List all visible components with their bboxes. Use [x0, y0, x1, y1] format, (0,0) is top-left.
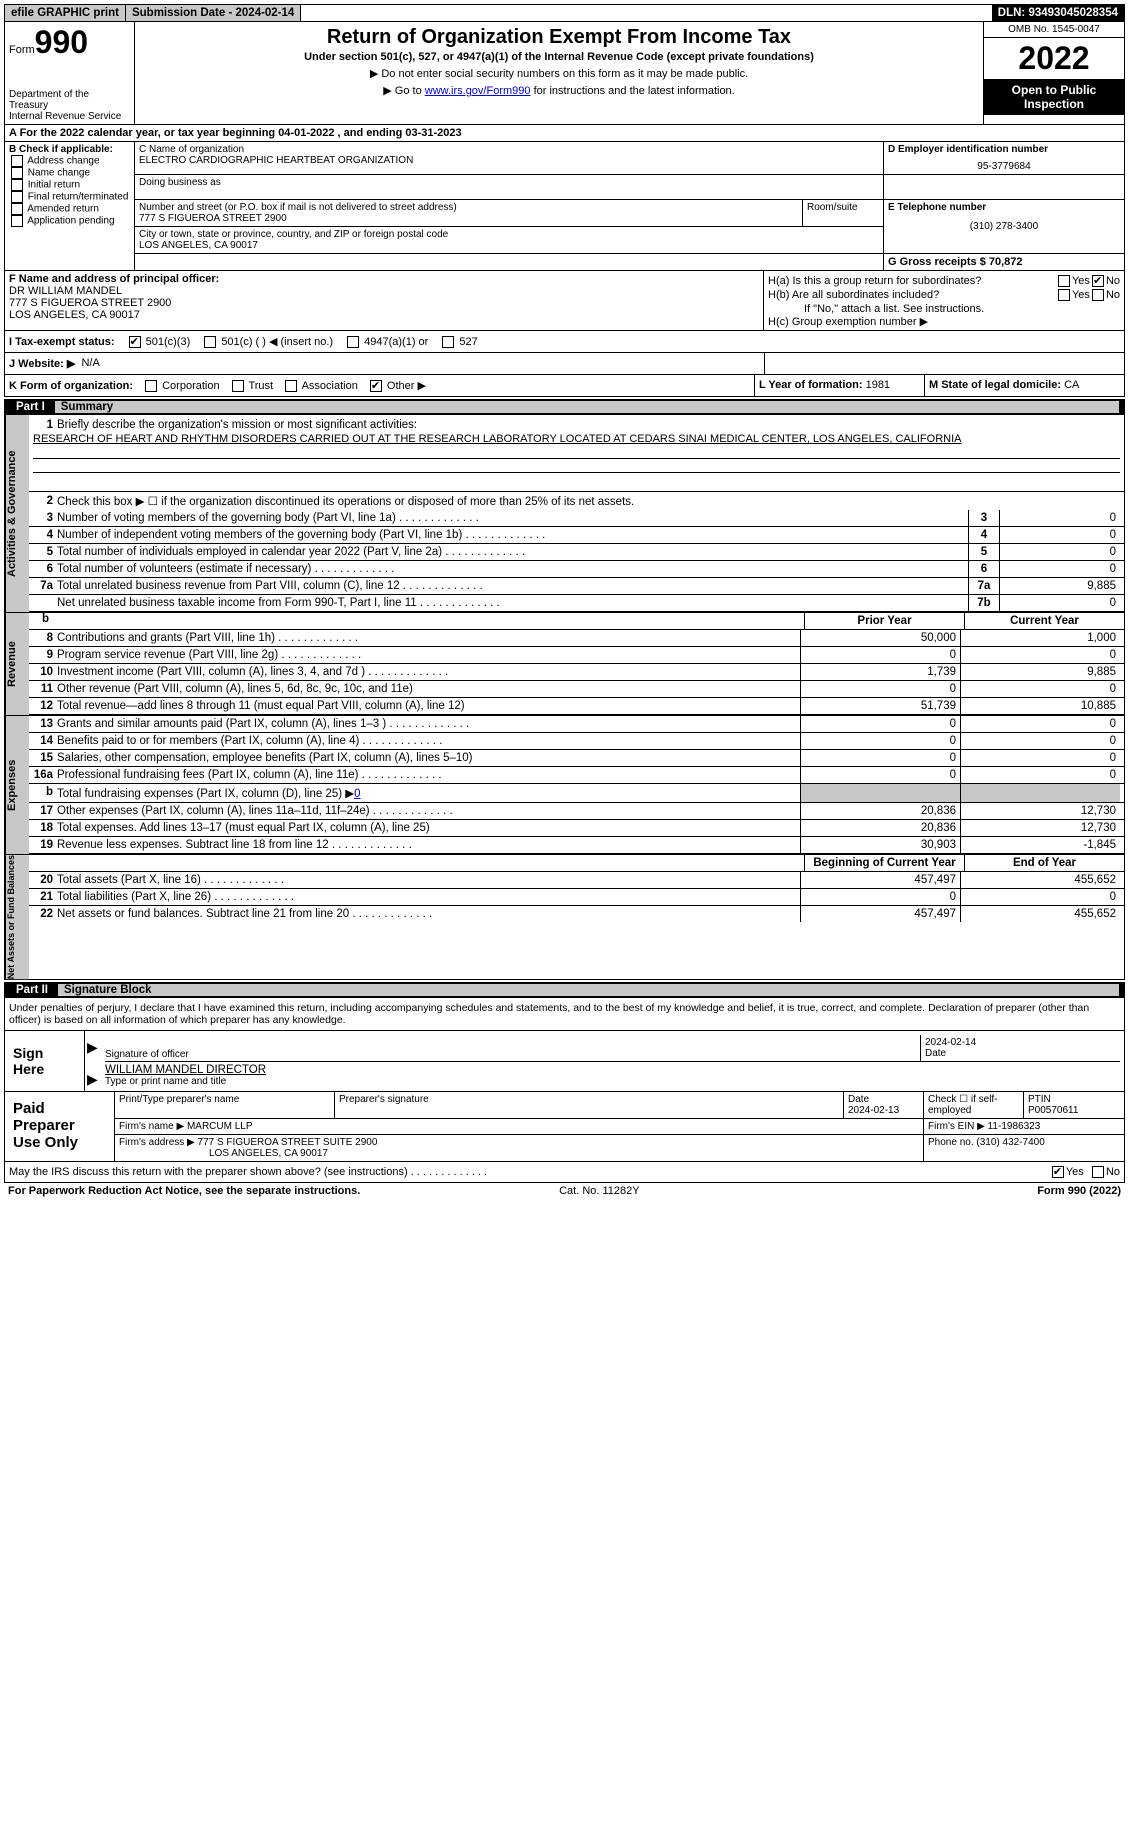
tax-year: 2022 [984, 38, 1124, 79]
phone-cell: E Telephone number (310) 278-3400 [884, 200, 1124, 253]
tab-revenue: Revenue [5, 613, 29, 715]
may-irs-discuss: May the IRS discuss this return with the… [5, 1162, 1124, 1182]
form-title: Return of Organization Exempt From Incom… [139, 26, 979, 49]
expenses-block: Expenses 13Grants and similar amounts pa… [4, 716, 1125, 855]
checkbox-ha-no[interactable] [1092, 275, 1104, 287]
sign-here-row: Sign Here ▶ Signature of officer2024-02-… [5, 1031, 1124, 1092]
checkbox-501c3[interactable] [129, 336, 141, 348]
note-link: ▶ Go to www.irs.gov/Form990 for instruct… [139, 84, 979, 97]
checkbox-501c[interactable] [204, 336, 216, 348]
section-i: I Tax-exempt status: 501(c)(3) 501(c) ( … [4, 331, 1125, 353]
checkbox-other[interactable] [370, 380, 382, 392]
section-k: K Form of organization: Corporation Trus… [5, 375, 754, 396]
note-ssn: ▶ Do not enter social security numbers o… [139, 67, 979, 80]
section-b-row: B Check if applicable: Address change Na… [4, 142, 1125, 271]
street-cell: Number and street (or P.O. box if mail i… [135, 200, 803, 226]
checkbox-ha-yes[interactable] [1058, 275, 1070, 287]
room-cell: Room/suite [803, 200, 883, 226]
part2-header: Part II Signature Block [4, 982, 1125, 998]
netassets-block: Net Assets or Fund Balances Beginning of… [4, 855, 1125, 980]
principal-officer: F Name and address of principal officer:… [5, 271, 764, 330]
checkbox-irs-yes[interactable] [1052, 1166, 1064, 1178]
penalties-text: Under penalties of perjury, I declare th… [5, 998, 1124, 1031]
efile-link[interactable]: efile GRAPHIC print [5, 5, 126, 21]
checkbox-trust[interactable] [232, 380, 244, 392]
checkbox-final[interactable] [11, 191, 23, 203]
checkbox-4947[interactable] [347, 336, 359, 348]
submission-date: Submission Date - 2024-02-14 [126, 5, 301, 21]
section-klm: K Form of organization: Corporation Trus… [4, 375, 1125, 397]
checkbox-name-change[interactable] [11, 167, 23, 179]
irs-link[interactable]: www.irs.gov/Form990 [425, 85, 531, 97]
address-cell: Number and street (or P.O. box if mail i… [135, 200, 884, 253]
section-m: M State of legal domicile: CA [924, 375, 1124, 396]
checkbox-corp[interactable] [145, 380, 157, 392]
header-right: OMB No. 1545-0047 2022 Open to Public In… [984, 22, 1124, 124]
department: Department of the Treasury Internal Reve… [9, 89, 130, 122]
checkbox-assoc[interactable] [285, 380, 297, 392]
arrow-icon: ▶ [87, 1039, 98, 1056]
header-left: Form 990 Department of the Treasury Inte… [5, 22, 135, 124]
tab-activities: Activities & Governance [5, 415, 29, 612]
part1-header: Part I Summary [4, 399, 1125, 415]
open-to-public: Open to Public Inspection [984, 79, 1124, 115]
section-h: H(a) Is this a group return for subordin… [764, 271, 1124, 330]
checkbox-addr-change[interactable] [11, 155, 23, 167]
checkbox-amended[interactable] [11, 203, 23, 215]
form-number: 990 [35, 24, 88, 61]
tab-netassets: Net Assets or Fund Balances [5, 855, 29, 979]
section-fg: F Name and address of principal officer:… [4, 271, 1125, 331]
checkbox-527[interactable] [442, 336, 454, 348]
checkbox-pending[interactable] [11, 215, 23, 227]
section-hc2 [764, 353, 1124, 374]
part1-body: Activities & Governance 1Briefly describ… [4, 415, 1125, 613]
line1-mission: 1Briefly describe the organization's mis… [29, 415, 1124, 492]
org-name-cell: C Name of organization ELECTRO CARDIOGRA… [135, 142, 884, 174]
form-subtitle: Under section 501(c), 527, or 4947(a)(1)… [139, 51, 979, 63]
checkbox-hb-yes[interactable] [1058, 289, 1070, 301]
period-line: A For the 2022 calendar year, or tax yea… [4, 125, 1125, 142]
ein-cell: D Employer identification number 95-3779… [884, 142, 1124, 174]
signature-block: Under penalties of perjury, I declare th… [4, 998, 1125, 1183]
paid-preparer: Paid Preparer Use Only Print/Type prepar… [5, 1092, 1124, 1162]
checkbox-irs-no[interactable] [1092, 1166, 1104, 1178]
omb-number: OMB No. 1545-0047 [984, 22, 1124, 38]
form-label: Form [9, 44, 35, 56]
arrow-icon: ▶ [87, 1071, 98, 1088]
section-cd: C Name of organization ELECTRO CARDIOGRA… [135, 142, 1124, 270]
checkbox-hb-no[interactable] [1092, 289, 1104, 301]
section-b: B Check if applicable: Address change Na… [5, 142, 135, 270]
revenue-block: Revenue bPrior YearCurrent Year 8Contrib… [4, 613, 1125, 716]
tab-expenses: Expenses [5, 716, 29, 854]
top-bar: efile GRAPHIC print Submission Date - 20… [4, 4, 1125, 22]
city-cell: City or town, state or province, country… [135, 227, 883, 253]
page-footer: For Paperwork Reduction Act Notice, see … [4, 1183, 1125, 1199]
gross-receipts: G Gross receipts $ 70,872 [884, 254, 1124, 270]
checkbox-initial[interactable] [11, 179, 23, 191]
form-header: Form 990 Department of the Treasury Inte… [4, 22, 1125, 125]
section-l: L Year of formation: 1981 [754, 375, 924, 396]
dln: DLN: 93493045028354 [992, 5, 1124, 21]
dba-cell: Doing business as [135, 175, 884, 199]
header-center: Return of Organization Exempt From Incom… [135, 22, 984, 124]
section-j: J Website: ▶ N/A [4, 353, 1125, 375]
